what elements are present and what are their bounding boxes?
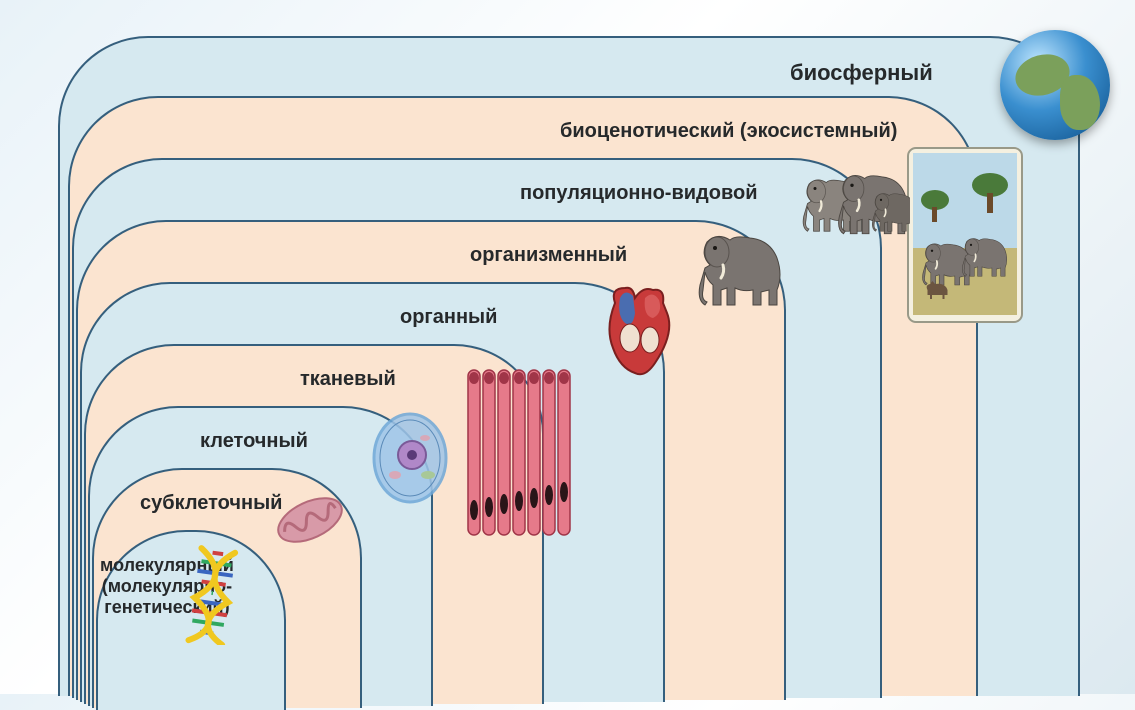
icon-population [795, 165, 910, 260]
icon-organ [595, 278, 685, 388]
icon-tissue [460, 360, 575, 550]
label-organism: организменный [470, 244, 627, 267]
icon-subcell [270, 485, 350, 555]
icon-biosphere [1000, 30, 1110, 140]
cell-icon [370, 410, 450, 505]
ecosystem-icon [905, 145, 1025, 325]
icon-molecular [185, 545, 240, 645]
icon-cell [370, 410, 450, 505]
dna-icon [185, 545, 240, 645]
label-tissue: тканевый [300, 368, 396, 391]
mitochondria-icon [270, 485, 350, 555]
label-biocenotic: биоценотический (экосистемный) [560, 120, 897, 143]
tissue-icon [460, 360, 575, 550]
earth-icon [1000, 30, 1110, 140]
label-subcell: субклеточный [140, 492, 282, 515]
icon-organism [690, 225, 800, 320]
icon-biocenotic [905, 145, 1025, 325]
elephant-icon [690, 225, 800, 320]
elephant-herd-icon [795, 165, 910, 260]
label-biosphere: биосферный [790, 60, 933, 86]
heart-icon [595, 278, 685, 388]
label-population: популяционно-видовой [520, 182, 758, 205]
label-cell: клеточный [200, 430, 308, 453]
label-organ: органный [400, 306, 497, 329]
